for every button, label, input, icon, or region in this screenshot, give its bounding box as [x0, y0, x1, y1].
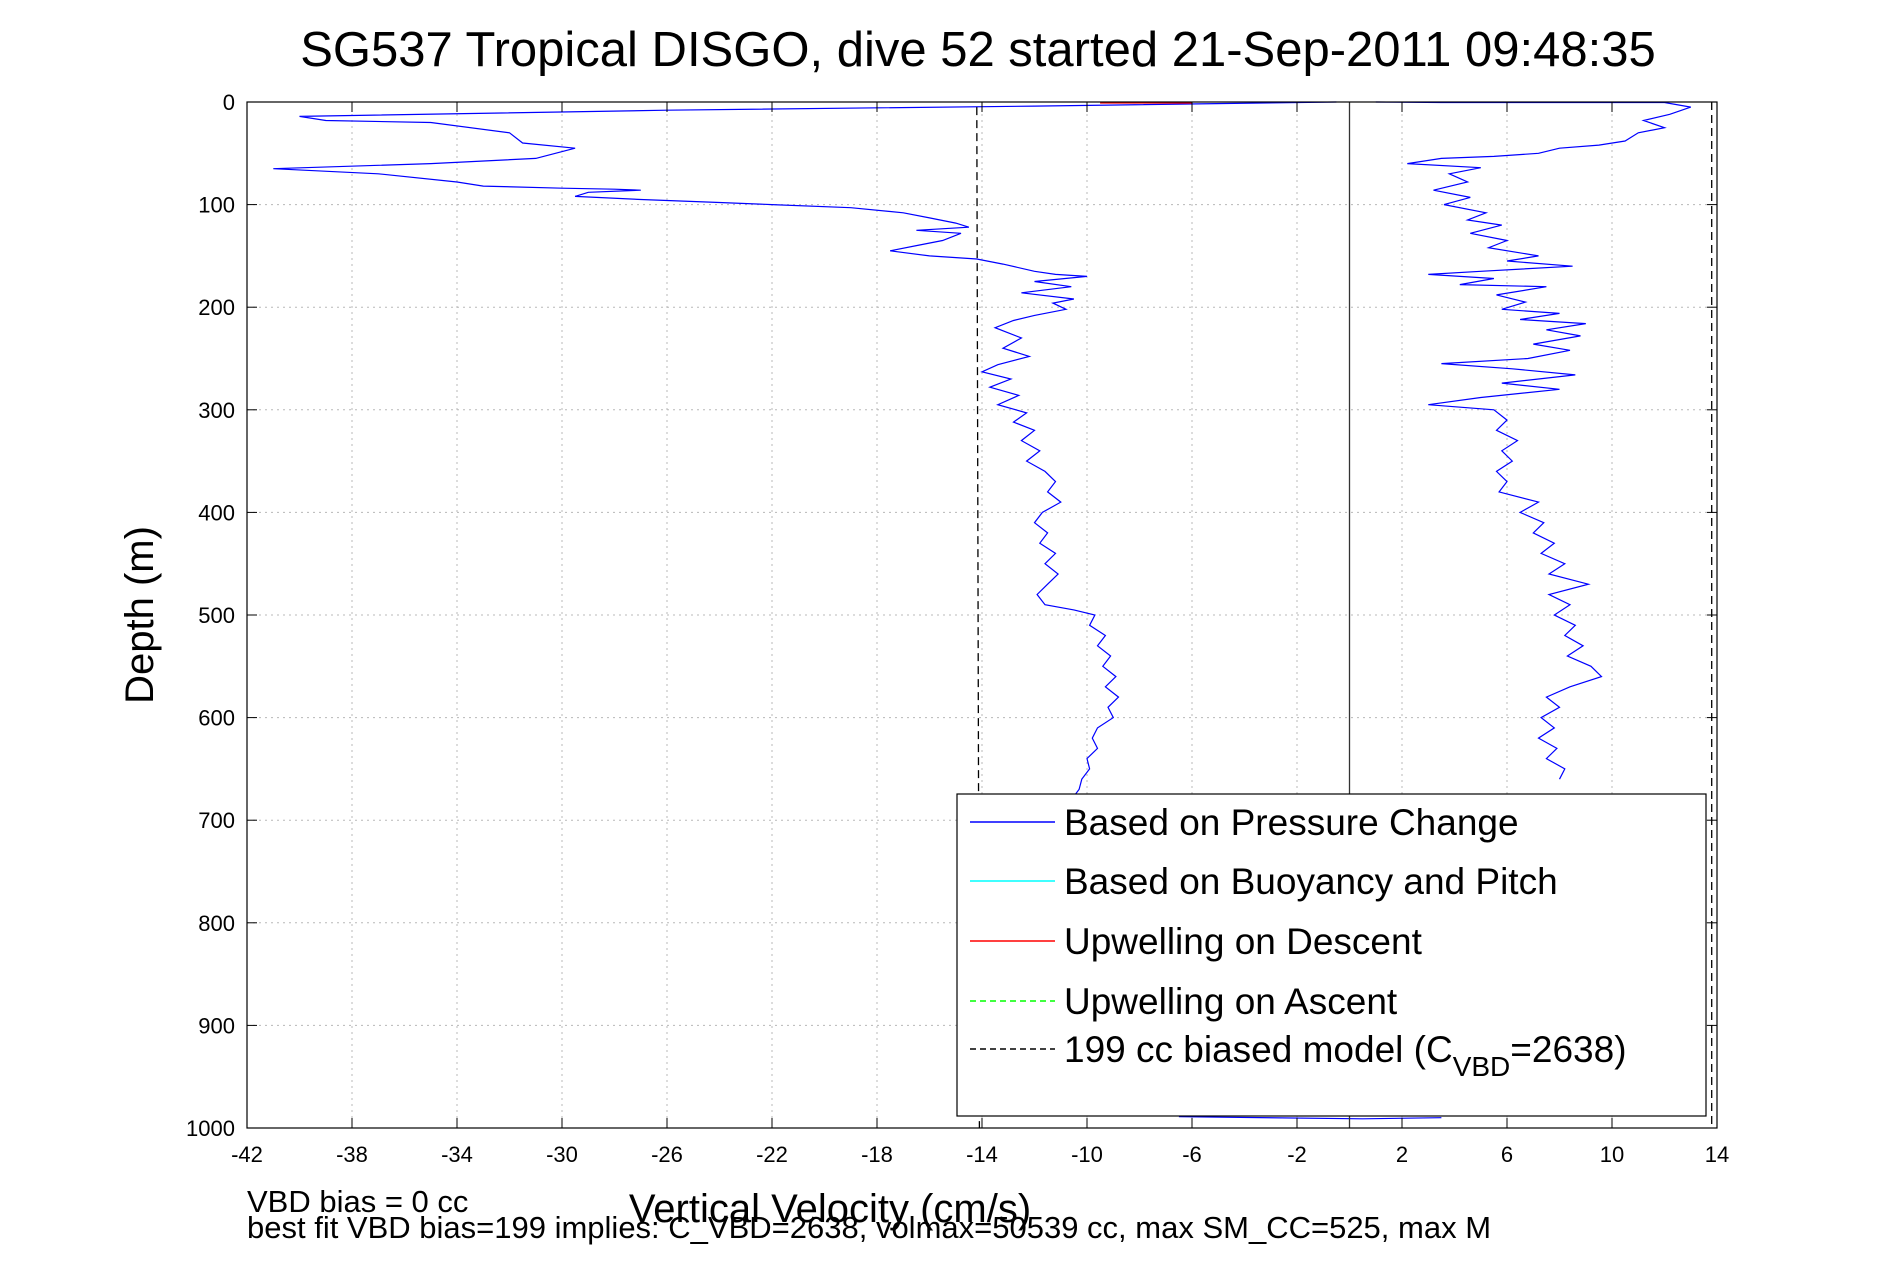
legend-label-main: 199 cc biased model (C — [1064, 1029, 1453, 1070]
x-axis-ticks: -42 -38 -34 -30 -26 -22 -18 -14 -10 -6 -2 2 6 10 14 — [231, 102, 1729, 1167]
x-tick-label: 6 — [1501, 1142, 1513, 1167]
x-tick-label: -18 — [861, 1142, 893, 1167]
x-tick-label: -2 — [1287, 1142, 1307, 1167]
y-tick-label: 600 — [198, 706, 235, 731]
x-tick-label: -22 — [756, 1142, 788, 1167]
legend-entry-label: 199 cc biased model (CVBD=2638) — [1064, 1029, 1627, 1082]
y-tick-label: 1000 — [186, 1116, 235, 1141]
y-axis-label: Depth (m) — [118, 526, 162, 704]
x-axis-label: Vertical Velocity (cm/s) — [629, 1187, 1031, 1231]
series-line-based-on-pressure-change-ascent — [1375, 101, 1691, 780]
x-tick-label: 10 — [1600, 1142, 1624, 1167]
y-tick-label: 400 — [198, 500, 235, 525]
y-tick-label: 900 — [198, 1013, 235, 1038]
x-tick-label: -42 — [231, 1142, 263, 1167]
y-axis-ticks: 0 100 200 300 400 500 600 700 800 900 1000 — [186, 90, 1717, 1141]
y-tick-label: 300 — [198, 398, 235, 423]
chart-title: SG537 Tropical DISGO, dive 52 started 21… — [300, 23, 1656, 77]
x-tick-label: -38 — [336, 1142, 368, 1167]
y-tick-label: 100 — [198, 193, 235, 218]
legend-label-tail: =2638) — [1510, 1029, 1626, 1070]
y-tick-label: 700 — [198, 808, 235, 833]
series-line-based-on-pressure-change-descent — [273, 101, 1337, 801]
legend-entry-label: Based on Pressure Change — [1064, 802, 1519, 843]
x-tick-label: -34 — [441, 1142, 473, 1167]
legend-label-subscript: VBD — [1453, 1051, 1511, 1082]
x-tick-label: -10 — [1071, 1142, 1103, 1167]
x-tick-label: -26 — [651, 1142, 683, 1167]
legend-entry-label: Based on Buoyancy and Pitch — [1064, 861, 1558, 902]
x-tick-label: 14 — [1705, 1142, 1729, 1167]
legend-entry-label: Upwelling on Descent — [1064, 921, 1423, 962]
best-fit-note: best fit VBD bias=199 implies: C_VBD=263… — [247, 1210, 1491, 1245]
x-tick-label: 2 — [1396, 1142, 1408, 1167]
y-tick-label: 500 — [198, 603, 235, 628]
legend-box — [956, 793, 1707, 1117]
y-tick-label: 0 — [223, 90, 235, 115]
y-tick-label: 800 — [198, 911, 235, 936]
series-line-based-on-pressure-change-bottom — [1178, 1116, 1442, 1120]
x-tick-label: -30 — [546, 1142, 578, 1167]
y-tick-label: 200 — [198, 295, 235, 320]
x-tick-label: -14 — [966, 1142, 998, 1167]
x-tick-label: -6 — [1182, 1142, 1202, 1167]
legend-entry-label: Upwelling on Ascent — [1064, 981, 1398, 1022]
legend: Based on Pressure Change Based on Buoyanc… — [956, 793, 1707, 1117]
vbd-bias-note: VBD bias = 0 cc — [247, 1184, 468, 1219]
